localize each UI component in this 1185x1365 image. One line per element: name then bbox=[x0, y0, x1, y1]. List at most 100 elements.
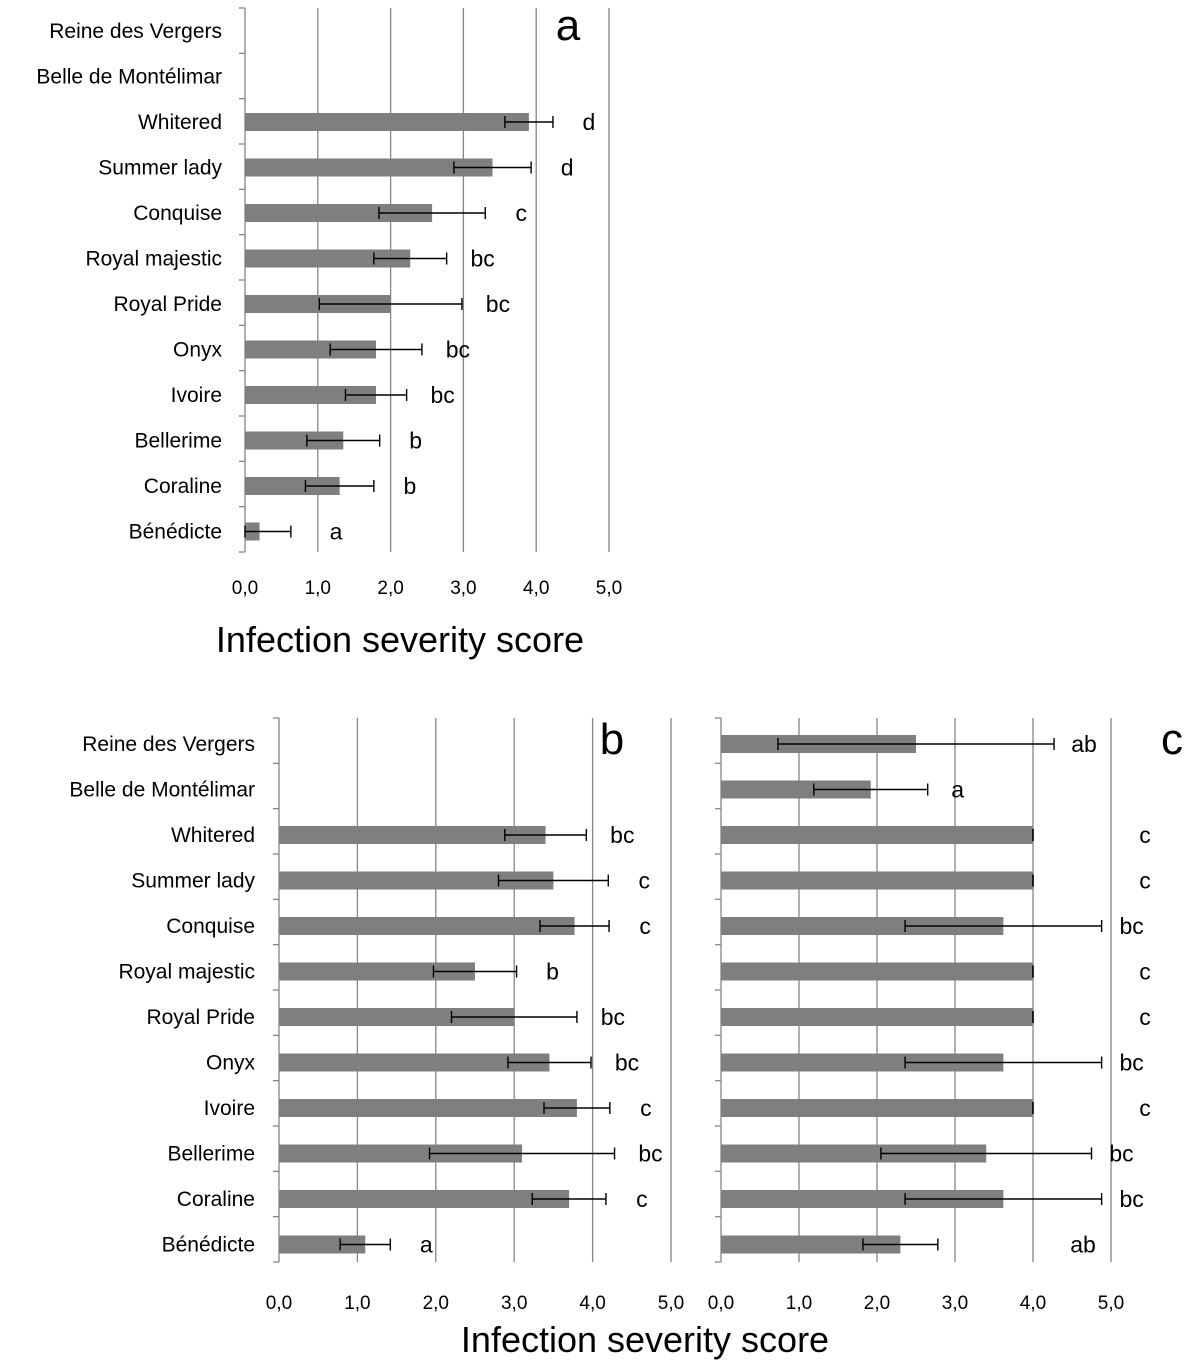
x-tick-label: 5,0 bbox=[1098, 1293, 1124, 1314]
significance-letter: bc bbox=[486, 291, 510, 317]
category-label: Belle de Montélimar bbox=[36, 66, 222, 89]
error-bar bbox=[378, 207, 486, 219]
significance-letter: bc bbox=[610, 822, 634, 848]
error-bar bbox=[450, 1011, 578, 1023]
bar bbox=[279, 826, 546, 844]
significance-letter: bc bbox=[446, 337, 470, 363]
x-tick-label: 0,0 bbox=[266, 1293, 292, 1314]
category-label: Summer lady bbox=[98, 157, 222, 180]
error-bar bbox=[453, 161, 532, 174]
error-bar bbox=[244, 525, 292, 538]
bar bbox=[279, 871, 554, 890]
category-label: Bellerime bbox=[167, 1143, 255, 1166]
x-tick-label: 2,0 bbox=[377, 578, 403, 599]
category-label: Reine des Vergers bbox=[49, 20, 222, 43]
significance-letter: bc bbox=[1119, 1050, 1143, 1076]
panel-letter: a bbox=[556, 1, 581, 50]
category-label: Ivoire bbox=[204, 1097, 255, 1120]
error-bar bbox=[306, 434, 381, 447]
significance-letter: bc bbox=[471, 246, 495, 272]
category-label: Coraline bbox=[144, 475, 222, 498]
significance-letter: b bbox=[409, 428, 422, 454]
panel-b: Reine des Vergers Belle de Montélimar Whit… bbox=[69, 715, 684, 1314]
category-label: Bénédicte bbox=[129, 521, 222, 544]
significance-letter: c bbox=[636, 1186, 648, 1212]
category-label: Bénédicte bbox=[162, 1234, 255, 1257]
significance-letter: d bbox=[583, 109, 596, 135]
error-bar bbox=[904, 920, 1103, 932]
bar bbox=[721, 917, 1004, 935]
bar bbox=[245, 249, 411, 268]
category-label: Whitered bbox=[138, 111, 222, 134]
x-tick-label: 0,0 bbox=[232, 578, 258, 599]
x-tick-label: 2,0 bbox=[864, 1293, 890, 1314]
error-bar bbox=[318, 298, 463, 310]
significance-letter: b bbox=[546, 959, 559, 985]
significance-letter: c bbox=[1139, 868, 1151, 894]
significance-letter: bc bbox=[1109, 1141, 1133, 1167]
category-label: Royal majestic bbox=[118, 961, 255, 984]
significance-letter: c bbox=[639, 913, 651, 939]
error-bar bbox=[904, 1193, 1103, 1205]
error-bar bbox=[497, 874, 609, 887]
bar bbox=[721, 1144, 987, 1163]
significance-letter: d bbox=[561, 155, 574, 181]
bar bbox=[721, 1008, 1033, 1026]
category-label: Royal Pride bbox=[146, 1006, 255, 1029]
error-bar bbox=[504, 829, 588, 841]
category-label: Royal majestic bbox=[85, 248, 222, 271]
error-bar bbox=[507, 1056, 592, 1069]
significance-letter: a bbox=[951, 777, 964, 803]
significance-letter: c bbox=[640, 1095, 652, 1121]
bar bbox=[721, 1099, 1033, 1117]
bar bbox=[721, 1053, 1004, 1072]
category-label: Whitered bbox=[171, 824, 255, 847]
significance-letter: ab bbox=[1070, 1232, 1096, 1258]
bar bbox=[279, 1008, 515, 1026]
error-bar bbox=[339, 1238, 392, 1251]
significance-letter: c bbox=[1139, 822, 1151, 848]
significance-letter: bc bbox=[1119, 913, 1143, 939]
category-label: Onyx bbox=[206, 1052, 256, 1075]
x-tick-label: 3,0 bbox=[501, 1293, 527, 1314]
category-label: Summer lady bbox=[131, 870, 255, 893]
panel-letter: b bbox=[600, 715, 624, 764]
category-label: Ivoire bbox=[171, 384, 222, 407]
bar bbox=[279, 1053, 550, 1072]
category-label: Coraline bbox=[177, 1188, 255, 1211]
bar bbox=[721, 826, 1033, 844]
bar bbox=[279, 1144, 523, 1163]
x-tick-label: 1,0 bbox=[305, 578, 331, 599]
bar bbox=[245, 340, 377, 359]
error-bar bbox=[428, 1147, 616, 1160]
bar bbox=[245, 295, 391, 313]
category-label: Belle de Montélimar bbox=[69, 779, 255, 802]
error-bar bbox=[373, 252, 448, 265]
bar bbox=[279, 917, 575, 935]
significance-letter: bc bbox=[601, 1004, 625, 1030]
significance-letter: c bbox=[639, 868, 651, 894]
x-tick-label: 4,0 bbox=[1020, 1293, 1046, 1314]
significance-letter: c bbox=[1139, 1004, 1151, 1030]
significance-letter: c bbox=[1139, 1095, 1151, 1121]
significance-letter: c bbox=[1139, 959, 1151, 985]
category-label: Conquise bbox=[166, 915, 255, 938]
error-bar bbox=[539, 920, 610, 932]
error-bar bbox=[531, 1193, 607, 1205]
category-label: Royal Pride bbox=[113, 293, 222, 316]
x-axis-title-a: Infection severity score bbox=[216, 619, 584, 660]
bar bbox=[721, 871, 1033, 890]
error-bar bbox=[543, 1102, 611, 1114]
error-bar bbox=[880, 1147, 1093, 1160]
error-bar bbox=[504, 116, 554, 128]
error-bar bbox=[904, 1056, 1103, 1069]
significance-letter: a bbox=[420, 1232, 433, 1258]
error-bar bbox=[304, 480, 375, 492]
bar bbox=[721, 1235, 901, 1254]
significance-letter: ab bbox=[1071, 731, 1097, 757]
bar bbox=[721, 780, 871, 799]
bar bbox=[245, 431, 344, 450]
bar bbox=[279, 1235, 366, 1254]
bar bbox=[245, 113, 529, 131]
